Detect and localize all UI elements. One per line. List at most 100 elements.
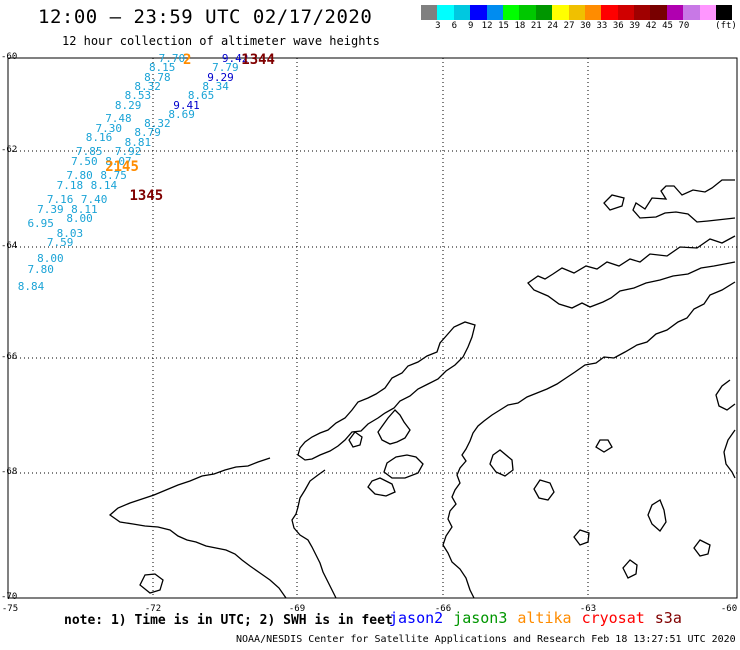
wave-height-value: 7.30 <box>95 121 122 135</box>
wave-height-value: 7.48 <box>105 112 132 126</box>
legend-value: 24 <box>547 21 559 31</box>
longitude-label: -72 <box>144 604 162 614</box>
coastline <box>108 179 736 599</box>
wave-height-value: 6.95 <box>27 217 54 230</box>
legend-value: 39 <box>629 21 641 31</box>
wave-height-value: 8.16 <box>85 131 113 145</box>
legend-value: 27 <box>563 21 575 31</box>
legend-swatch <box>535 5 553 20</box>
longitude-label: -66 <box>434 604 452 614</box>
legend-unit: (ft) <box>715 21 737 31</box>
legend-swatch <box>666 5 684 20</box>
wave-height-value: 7.18 <box>56 178 84 192</box>
legend-value: 30 <box>580 21 591 31</box>
wave-height-value: 8.07 <box>105 154 132 168</box>
wave-height-value: 7.79 <box>212 61 239 75</box>
legend-value: 6 <box>451 21 458 31</box>
legend-swatch <box>519 5 536 20</box>
legend-swatch <box>568 5 585 20</box>
longitude-label: -63 <box>579 604 597 614</box>
legend-swatch <box>437 5 454 20</box>
wave-height-value: 8.81 <box>124 135 152 149</box>
wave-height-value: 8.15 <box>148 61 176 75</box>
wave-height-value: 7.40 <box>80 193 108 206</box>
map-subtitle: 12 hour collection of altimeter wave hei… <box>62 34 380 48</box>
map-frame <box>7 57 738 599</box>
latitude-label: -70 <box>1 592 18 602</box>
latitude-label: -64 <box>1 241 18 251</box>
legend-swatch <box>634 5 651 20</box>
graticule <box>8 58 737 598</box>
wave-height-value: 9.29 <box>207 70 234 84</box>
wave-height-value: 8.69 <box>168 107 195 121</box>
legend-value: 33 <box>596 21 608 31</box>
legend-swatch <box>470 5 487 20</box>
legend-labels: 3 6 9 12 15 18 21 24 27 30 33 36 39 42 45 70 (ft) <box>421 21 740 35</box>
legend-swatch <box>650 5 667 20</box>
legend-swatch <box>617 5 635 20</box>
wave-height-value: 9.41 <box>173 98 200 112</box>
satellite-altika: altika <box>517 609 572 627</box>
wave-height-value: 7.50 <box>71 154 98 168</box>
wave-height-value: 7.92 <box>114 145 142 158</box>
legend-swatch <box>453 5 471 20</box>
legend-swatch <box>486 5 503 20</box>
legend-swatch <box>716 5 733 20</box>
latitude-label: -62 <box>1 145 18 155</box>
legend-value: 18 <box>514 21 526 31</box>
wave-height-value: 7.16 <box>46 193 74 206</box>
wave-height-value: 8.03 <box>56 226 84 240</box>
legend-swatch <box>699 5 717 20</box>
wave-height-value: 8.00 <box>66 212 93 226</box>
wave-height-value: 8.34 <box>202 79 229 93</box>
wave-height-value: 2145 <box>105 159 139 176</box>
wave-height-value: 8.32 <box>144 117 171 131</box>
legend-swatch <box>552 5 569 20</box>
legend-value: 3 <box>435 21 441 31</box>
longitude-label: -69 <box>288 604 306 614</box>
color-legend <box>421 5 733 20</box>
legend-value: 70 <box>678 21 690 31</box>
legend-swatch <box>502 5 520 20</box>
wave-height-value: 8.65 <box>187 89 215 103</box>
wave-height-value: 8.79 <box>134 126 161 140</box>
wave-height-value: 8.32 <box>134 79 161 93</box>
legend-value: 42 <box>645 21 657 31</box>
legend-value: 45 <box>662 21 673 31</box>
wave-height-value: 8.78 <box>144 70 171 84</box>
satellite-jason2: jason2 <box>389 609 444 627</box>
wave-height-value: 1345 <box>129 188 164 205</box>
latitude-label: -66 <box>1 352 18 362</box>
wave-height-value: 8.84 <box>17 279 45 293</box>
legend-swatch <box>683 5 700 20</box>
legend-swatch <box>601 5 618 20</box>
satellite-cryosat: cryosat <box>581 609 645 627</box>
longitude-label: -60 <box>720 604 738 614</box>
wave-height-value: 8.00 <box>37 252 64 266</box>
longitude-label: -75 <box>1 604 19 614</box>
satellite-jason3: jason3 <box>453 609 508 627</box>
wave-height-value: 7.80 <box>66 169 93 182</box>
wave-height-value: 7.80 <box>27 263 54 277</box>
legend-swatch <box>584 5 602 20</box>
wave-height-value: 7.85 <box>76 145 103 158</box>
wave-height-value: 8.29 <box>114 98 142 112</box>
wave-height-value: 9.42 <box>221 52 249 65</box>
wave-height-value: 7.59 <box>46 236 74 250</box>
latitude-label: -60 <box>1 52 18 62</box>
note-text: note: 1) Time is in UTC; 2) SWH is in fe… <box>64 613 393 628</box>
legend-value: 15 <box>498 21 509 31</box>
wave-height-value: 2 <box>182 52 192 68</box>
wave-height-value: 8.53 <box>124 89 152 103</box>
satellite-legend: jason2 jason3 altika cryosat s3a <box>389 609 692 627</box>
latitude-label: -68 <box>1 467 18 477</box>
legend-value: 12 <box>481 21 493 31</box>
wave-height-value: 8.14 <box>90 178 118 192</box>
map-title: 12:00 – 23:59 UTC 02/17/2020 <box>38 6 373 28</box>
wave-height-value: 1344 <box>241 52 275 68</box>
wave-height-value: 7.39 <box>37 202 64 216</box>
legend-swatch <box>421 5 438 20</box>
satellite-s3a: s3a <box>654 609 682 627</box>
wave-height-value: 8.75 <box>100 169 127 182</box>
